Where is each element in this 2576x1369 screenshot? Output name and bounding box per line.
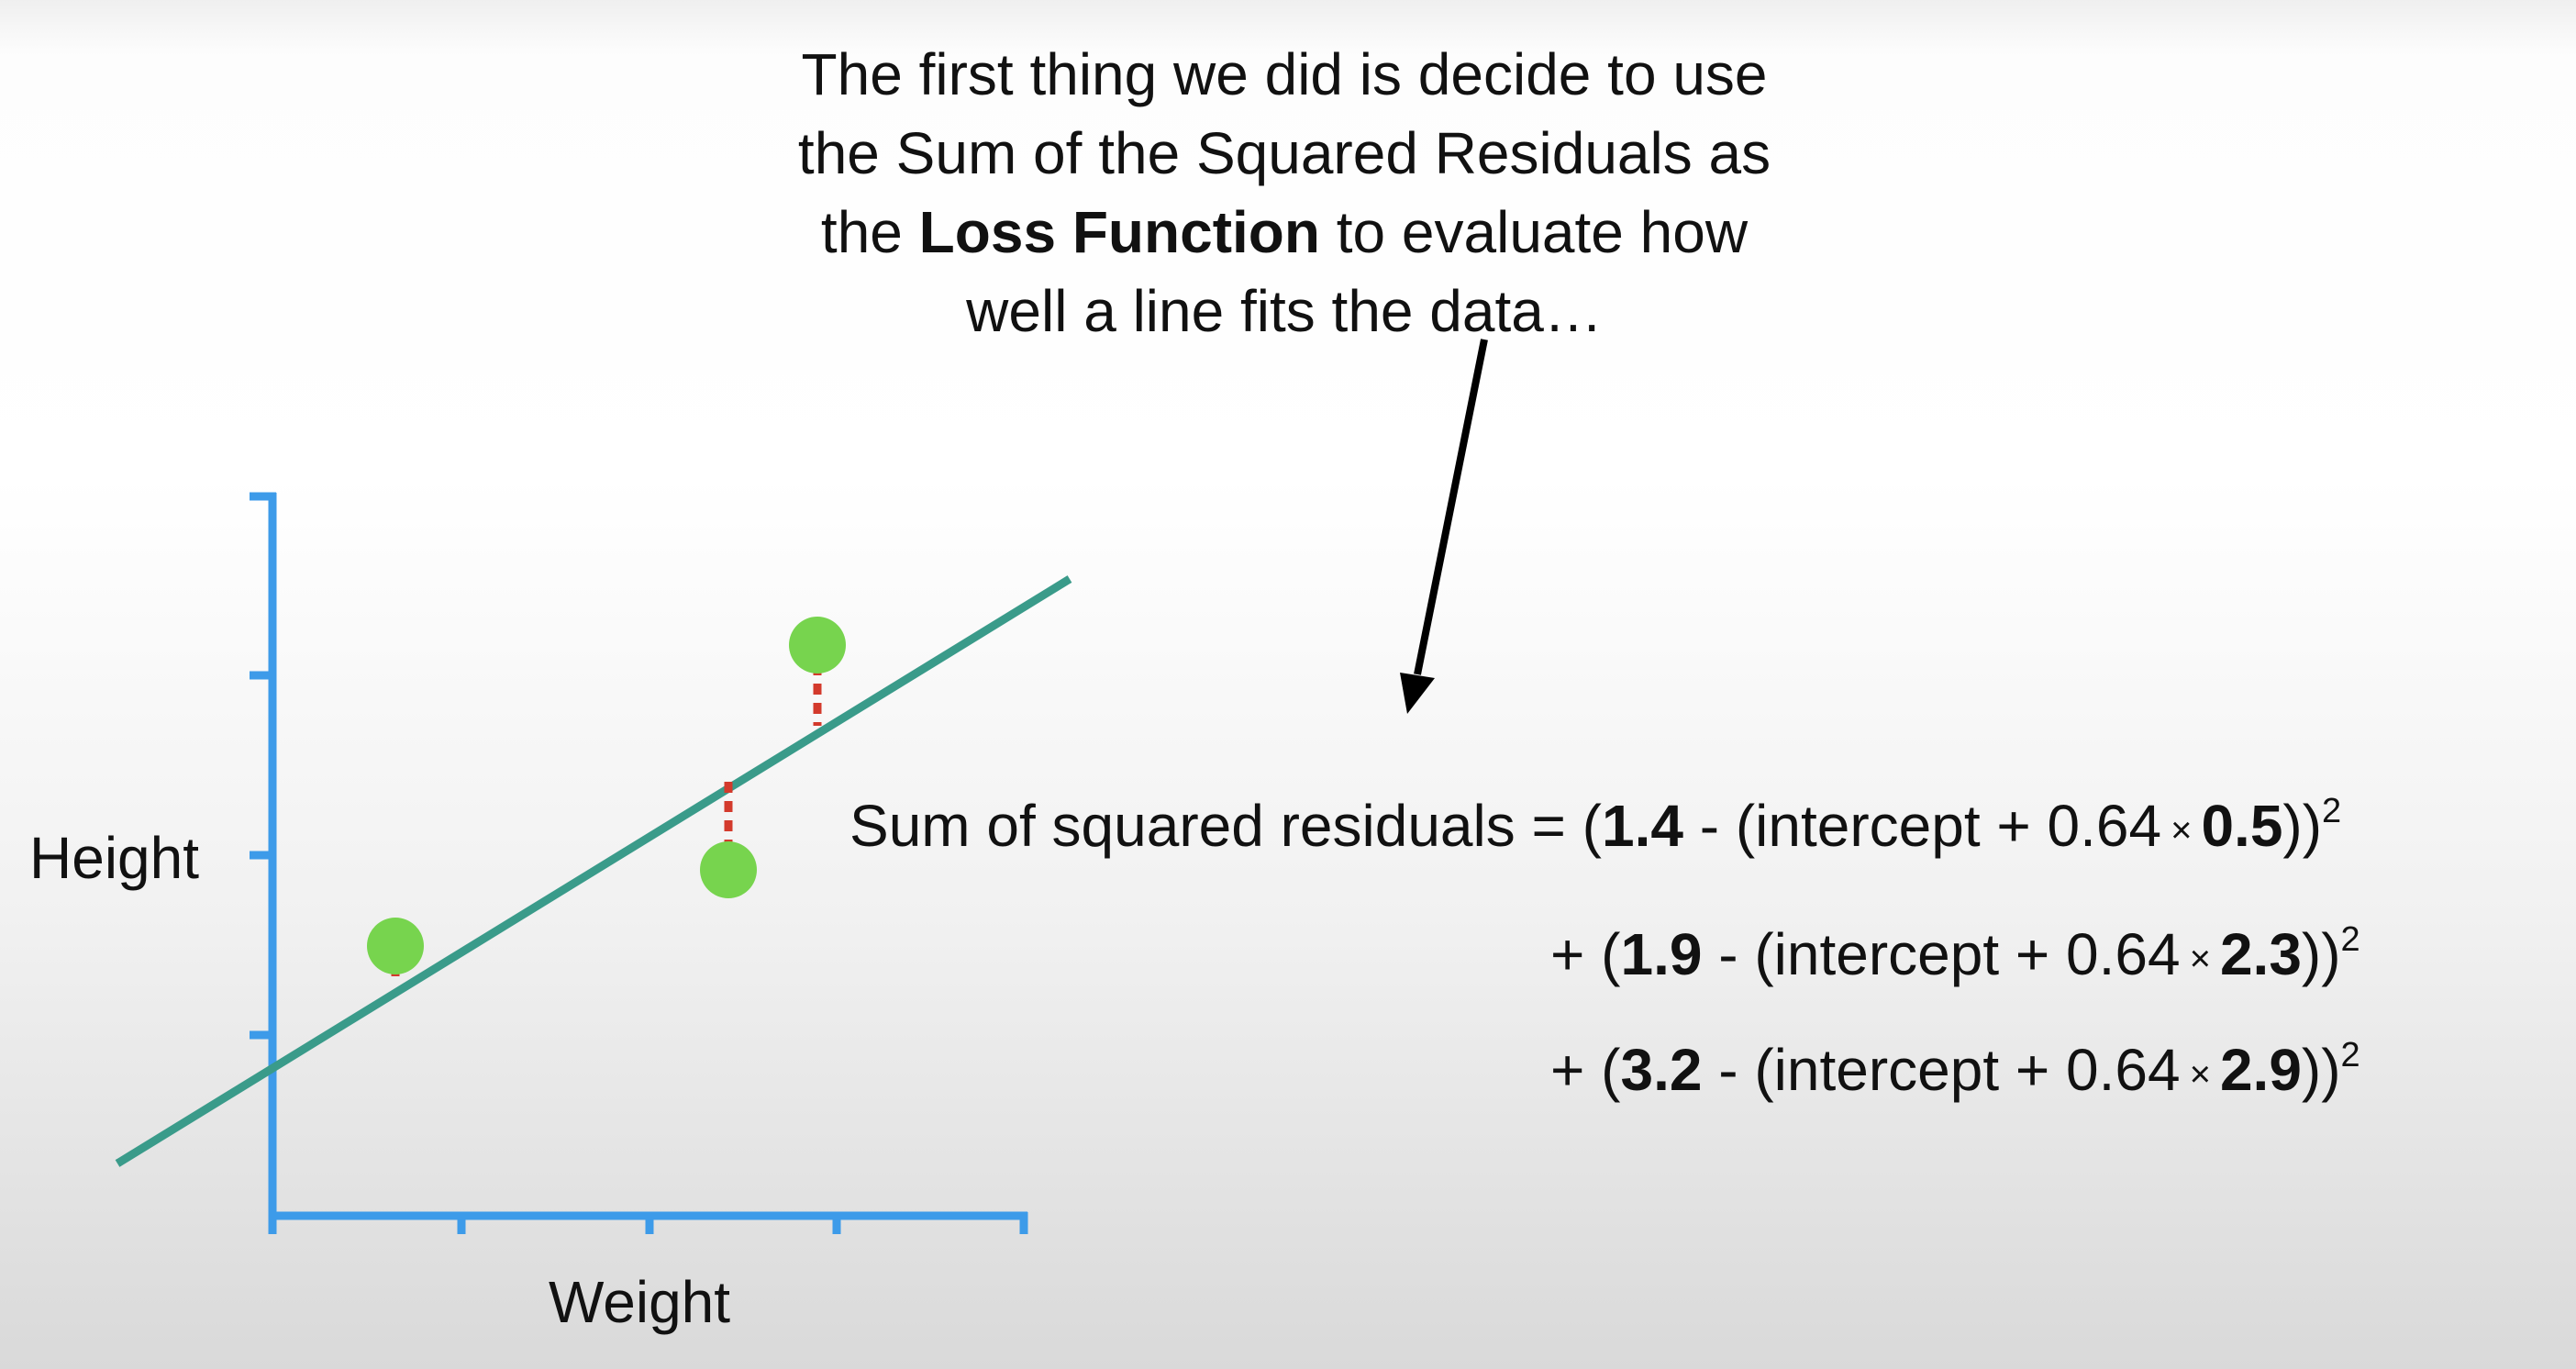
loss-function-term: Loss Function (918, 199, 1320, 265)
term-3-square: 2 (2340, 1036, 2360, 1074)
equation-lhs: Sum of squared residuals = (849, 793, 1582, 859)
equation-line-2: + (1.9 - (intercept + 0.64 × 2.3))2 (1550, 920, 2360, 987)
equation-line-1: Sum of squared residuals = (1.4 - (inter… (849, 792, 2342, 859)
caption-line-2: the Sum of the Squared Residuals as (797, 120, 1771, 186)
axes (250, 492, 1028, 1234)
caption-text: The first thing we did is decide to use … (642, 35, 1926, 351)
caption-line-1: The first thing we did is decide to use (801, 41, 1768, 107)
caption-line-3-post: to evaluate how (1319, 199, 1749, 265)
x-axis-label: Weight (549, 1269, 731, 1335)
term-1-height: 1.4 (1601, 793, 1683, 859)
term-2-weight: 2.3 (2219, 921, 2302, 987)
term-2-intercept: intercept + 0.64 (1773, 921, 2181, 987)
data-point-2 (700, 841, 757, 898)
term-2-times: × (2189, 939, 2211, 979)
caption-line-3-pre: the (820, 199, 919, 265)
data-point-1 (367, 918, 424, 974)
term-3-plus: + (1550, 1037, 1602, 1103)
data-point-3 (789, 617, 846, 673)
term-1-intercept: intercept + 0.64 (1755, 793, 2162, 859)
equation-line-3: + (3.2 - (intercept + 0.64 × 2.9))2 (1550, 1036, 2360, 1103)
term-3-weight: 2.9 (2219, 1037, 2302, 1103)
term-1-square: 2 (2322, 792, 2342, 830)
data-points (367, 617, 846, 974)
term-3-intercept: intercept + 0.64 (1773, 1037, 2181, 1103)
term-3-height: 3.2 (1620, 1037, 1703, 1103)
arrow-icon (1400, 339, 1488, 714)
y-axis-label: Height (29, 825, 199, 891)
term-2-height: 1.9 (1620, 921, 1703, 987)
term-1-times: × (2171, 810, 2193, 851)
term-2-square: 2 (2340, 920, 2360, 959)
caption-line-4: well a line fits the data… (966, 278, 1603, 344)
term-2-plus: + (1550, 921, 1602, 987)
fitted-line (115, 575, 1072, 1167)
term-1-weight: 0.5 (2201, 793, 2283, 859)
caption-line-3: the Loss Function to evaluate how (642, 193, 1926, 272)
term-3-times: × (2189, 1054, 2211, 1095)
residual-lines (391, 645, 822, 983)
